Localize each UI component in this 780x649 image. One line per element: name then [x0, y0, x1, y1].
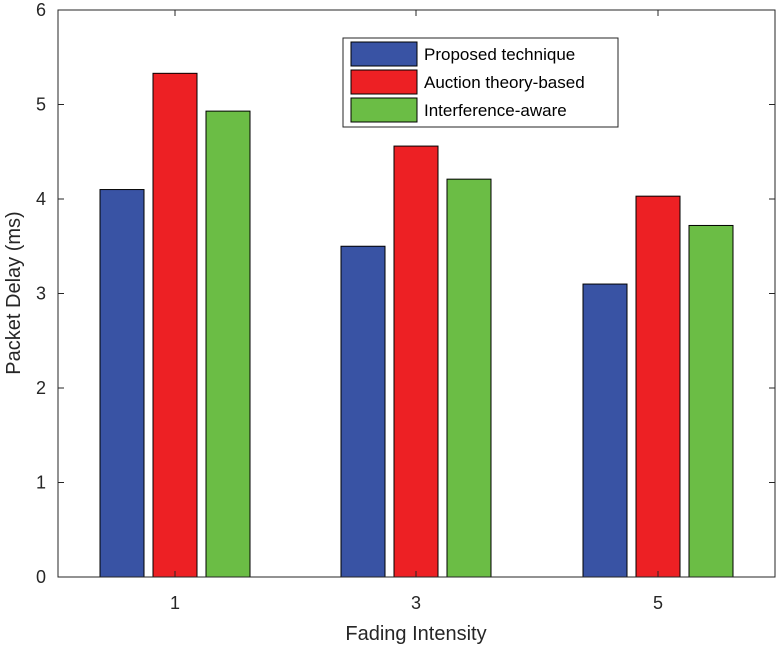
bars-group: [99, 72, 734, 578]
bar-proposed-technique-5: [582, 283, 628, 578]
bar-interference-aware-3: [446, 178, 492, 578]
bar-proposed-technique-1: [99, 189, 145, 578]
y-tick-label: 4: [36, 189, 46, 209]
legend-label: Auction theory-based: [424, 73, 585, 92]
y-axis-title: Packet Delay (ms): [3, 211, 25, 374]
bar-interference-aware-1: [205, 110, 251, 578]
legend-label: Interference-aware: [424, 101, 567, 120]
x-tick-label: 5: [653, 593, 663, 613]
legend-swatch-proposed-technique: [350, 41, 418, 67]
x-axis-title: Fading Intensity: [345, 623, 486, 645]
bar-auction-theory-based-1: [152, 72, 198, 578]
bar-auction-theory-based-3: [393, 145, 439, 578]
x-tick-label: 1: [170, 593, 180, 613]
bar-proposed-technique-3: [340, 245, 386, 578]
y-tick-label: 3: [36, 284, 46, 304]
legend-swatch-interference-aware: [350, 97, 418, 123]
bar-interference-aware-5: [688, 224, 734, 578]
bar-auction-theory-based-5: [635, 195, 681, 578]
x-axis-ticks: 1 3 5: [170, 10, 663, 613]
y-tick-label: 1: [36, 473, 46, 493]
y-axis-ticks: 0 1 2 3 4 5 6: [36, 0, 775, 587]
x-tick-label: 3: [411, 593, 421, 613]
plot-frame: [57, 9, 776, 578]
y-tick-label: 5: [36, 95, 46, 115]
y-tick-label: 2: [36, 378, 46, 398]
legend-swatch-auction-theory-based: [350, 69, 418, 95]
y-tick-label: 0: [36, 567, 46, 587]
y-tick-label: 6: [36, 0, 46, 20]
legend-label: Proposed technique: [424, 45, 575, 64]
legend: Proposed technique Auction theory-based In…: [342, 37, 619, 128]
